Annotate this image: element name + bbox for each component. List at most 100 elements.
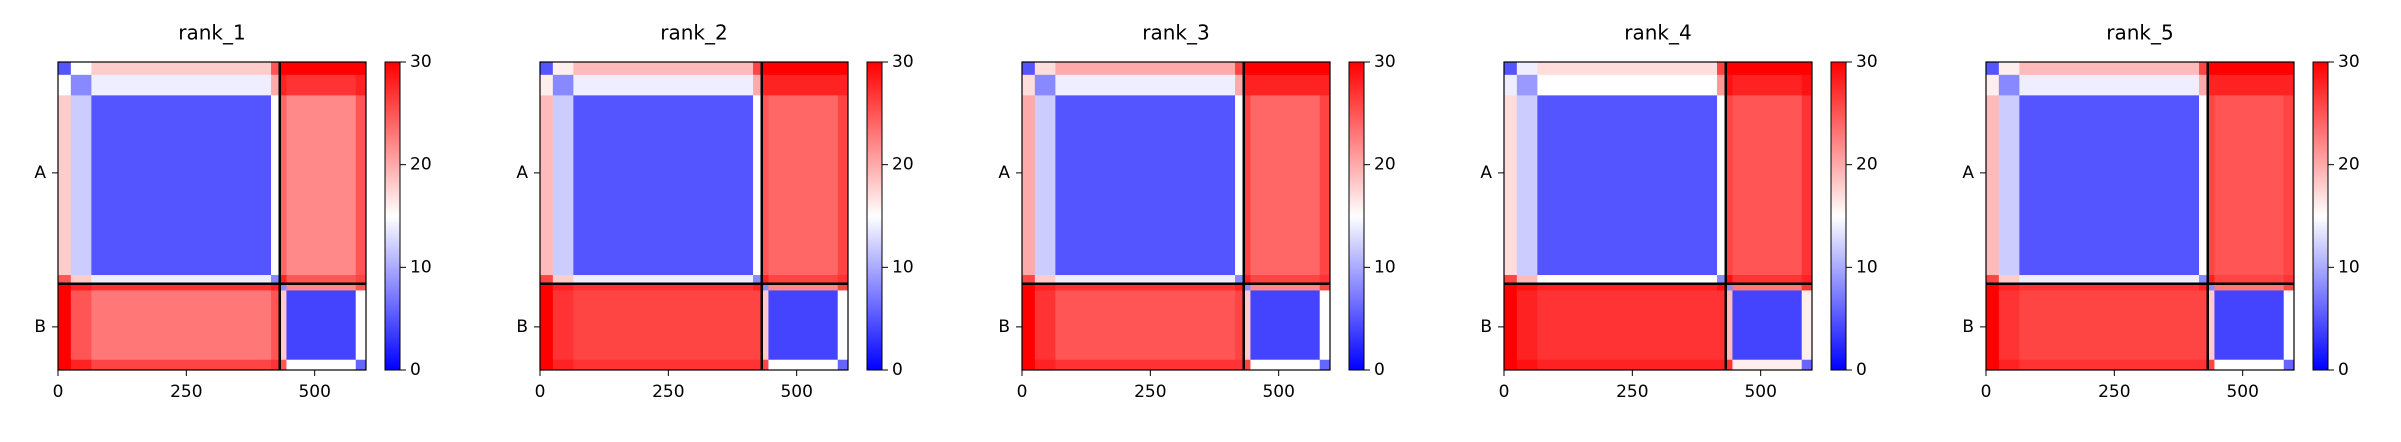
heatmap-cell	[1537, 275, 1718, 285]
heatmap-cell	[91, 283, 272, 291]
heatmap-cell	[91, 359, 272, 371]
colorbar-tick-label: 10	[410, 257, 432, 277]
heatmap-cell	[761, 283, 769, 291]
y-tick-label: B	[1480, 317, 1492, 337]
heatmap-cell	[70, 359, 92, 371]
heatmap-cell	[2283, 74, 2295, 96]
heatmap-cell	[1250, 359, 1321, 371]
heatmap-cell	[768, 74, 839, 96]
y-tick-label: A	[1962, 163, 1974, 183]
heatmap-cell	[2019, 275, 2200, 285]
panel-title: rank_4	[1624, 21, 1691, 45]
heatmap-cell	[761, 95, 769, 276]
heatmap-cell	[1717, 275, 1727, 285]
heatmap-cell	[1034, 359, 1056, 371]
heatmap-cell	[837, 95, 849, 276]
heatmap-cell	[286, 74, 357, 96]
heatmap-cell	[271, 62, 281, 76]
heatmap-cell	[1319, 95, 1331, 276]
heatmap-cell	[1055, 283, 1236, 291]
heatmap-cell	[753, 283, 763, 291]
heatmap-cell	[573, 275, 754, 285]
heatmap-cell	[552, 95, 574, 276]
y-tick-label: B	[516, 317, 528, 337]
x-tick-label: 0	[1981, 382, 1992, 402]
heatmap-cell	[355, 275, 367, 285]
heatmap-cell	[1998, 283, 2020, 291]
heatmap-cell	[2199, 62, 2209, 76]
heatmap-cell	[1998, 290, 2020, 361]
y-tick-label: B	[1962, 317, 1974, 337]
plot-frame	[57, 61, 367, 371]
heatmap-cell	[91, 95, 272, 276]
x-tick-label: 250	[2098, 382, 2130, 402]
heatmap-cell	[1504, 283, 1518, 291]
heatmap-cell	[91, 275, 272, 285]
colorbar-tick-label: 20	[410, 155, 432, 175]
heatmap-cell	[1055, 74, 1236, 96]
heatmap-cell	[1732, 275, 1803, 285]
colorbar-tick-label: 10	[1856, 257, 1878, 277]
heatmap-cell	[1243, 359, 1251, 371]
heatmap-cell	[768, 290, 839, 361]
heatmap-cell	[2207, 283, 2215, 291]
heatmap-cell	[70, 275, 92, 285]
heatmap-cell	[552, 275, 574, 285]
colorbar-tick-label: 30	[410, 52, 432, 72]
heatmap-cell	[286, 359, 357, 371]
heatmap-cell	[1034, 290, 1056, 361]
heatmap-cell	[1801, 275, 1813, 285]
heatmap-cell	[761, 290, 769, 361]
heatmap-cell	[540, 74, 554, 96]
heatmap-cell	[837, 275, 849, 285]
heatmap-cell	[1504, 74, 1518, 96]
heatmap-cell	[355, 283, 367, 291]
heatmap-cell	[540, 95, 554, 276]
heatmap-cell	[271, 95, 281, 276]
heatmap-cell	[1725, 283, 1733, 291]
heatmap-cell	[2283, 290, 2295, 361]
heatmap-cell	[1717, 359, 1727, 371]
heatmap-cell	[552, 62, 574, 76]
heatmap-cell	[70, 74, 92, 96]
heatmap-cell	[70, 290, 92, 361]
heatmap-cell	[540, 283, 554, 291]
heatmap-cell	[279, 74, 287, 96]
heatmap-cell	[355, 290, 367, 361]
heatmap-cell	[1235, 283, 1245, 291]
heatmap-cell	[1725, 275, 1733, 285]
heatmap-cell	[837, 74, 849, 96]
heatmap-cell	[1732, 290, 1803, 361]
heatmap-cell	[2199, 74, 2209, 96]
heatmap-cell	[1986, 275, 2000, 285]
x-tick-label: 250	[170, 382, 202, 402]
heatmap-cell	[1516, 95, 1538, 276]
heatmap-cell	[286, 290, 357, 361]
heatmap-cell	[1022, 290, 1036, 361]
heatmap-cell	[1504, 275, 1518, 285]
heatmap-cell	[2214, 95, 2285, 276]
heatmap-cell	[1034, 74, 1056, 96]
heatmap-cell	[2283, 359, 2295, 371]
heatmap-cell	[1055, 62, 1236, 76]
heatmap-cell	[1717, 283, 1727, 291]
heatmap-cell	[1235, 95, 1245, 276]
plot-frame	[1985, 61, 2295, 371]
heatmap-cell	[1319, 74, 1331, 96]
heatmap-cell	[1250, 95, 1321, 276]
heatmap-cell	[2283, 275, 2295, 285]
heatmap-cell	[1986, 74, 2000, 96]
heatmap-cell	[552, 283, 574, 291]
heatmap-cell	[1034, 95, 1056, 276]
heatmap-cell	[1717, 290, 1727, 361]
heatmap-cell	[1235, 275, 1245, 285]
heatmap-cell	[1801, 62, 1813, 76]
panel-title: rank_2	[660, 21, 727, 45]
heatmap-cell	[2199, 275, 2209, 285]
heatmap-cell	[2019, 290, 2200, 361]
heatmap-cell	[58, 283, 72, 291]
heatmap-cell	[355, 359, 367, 371]
heatmap-cell	[2019, 95, 2200, 276]
